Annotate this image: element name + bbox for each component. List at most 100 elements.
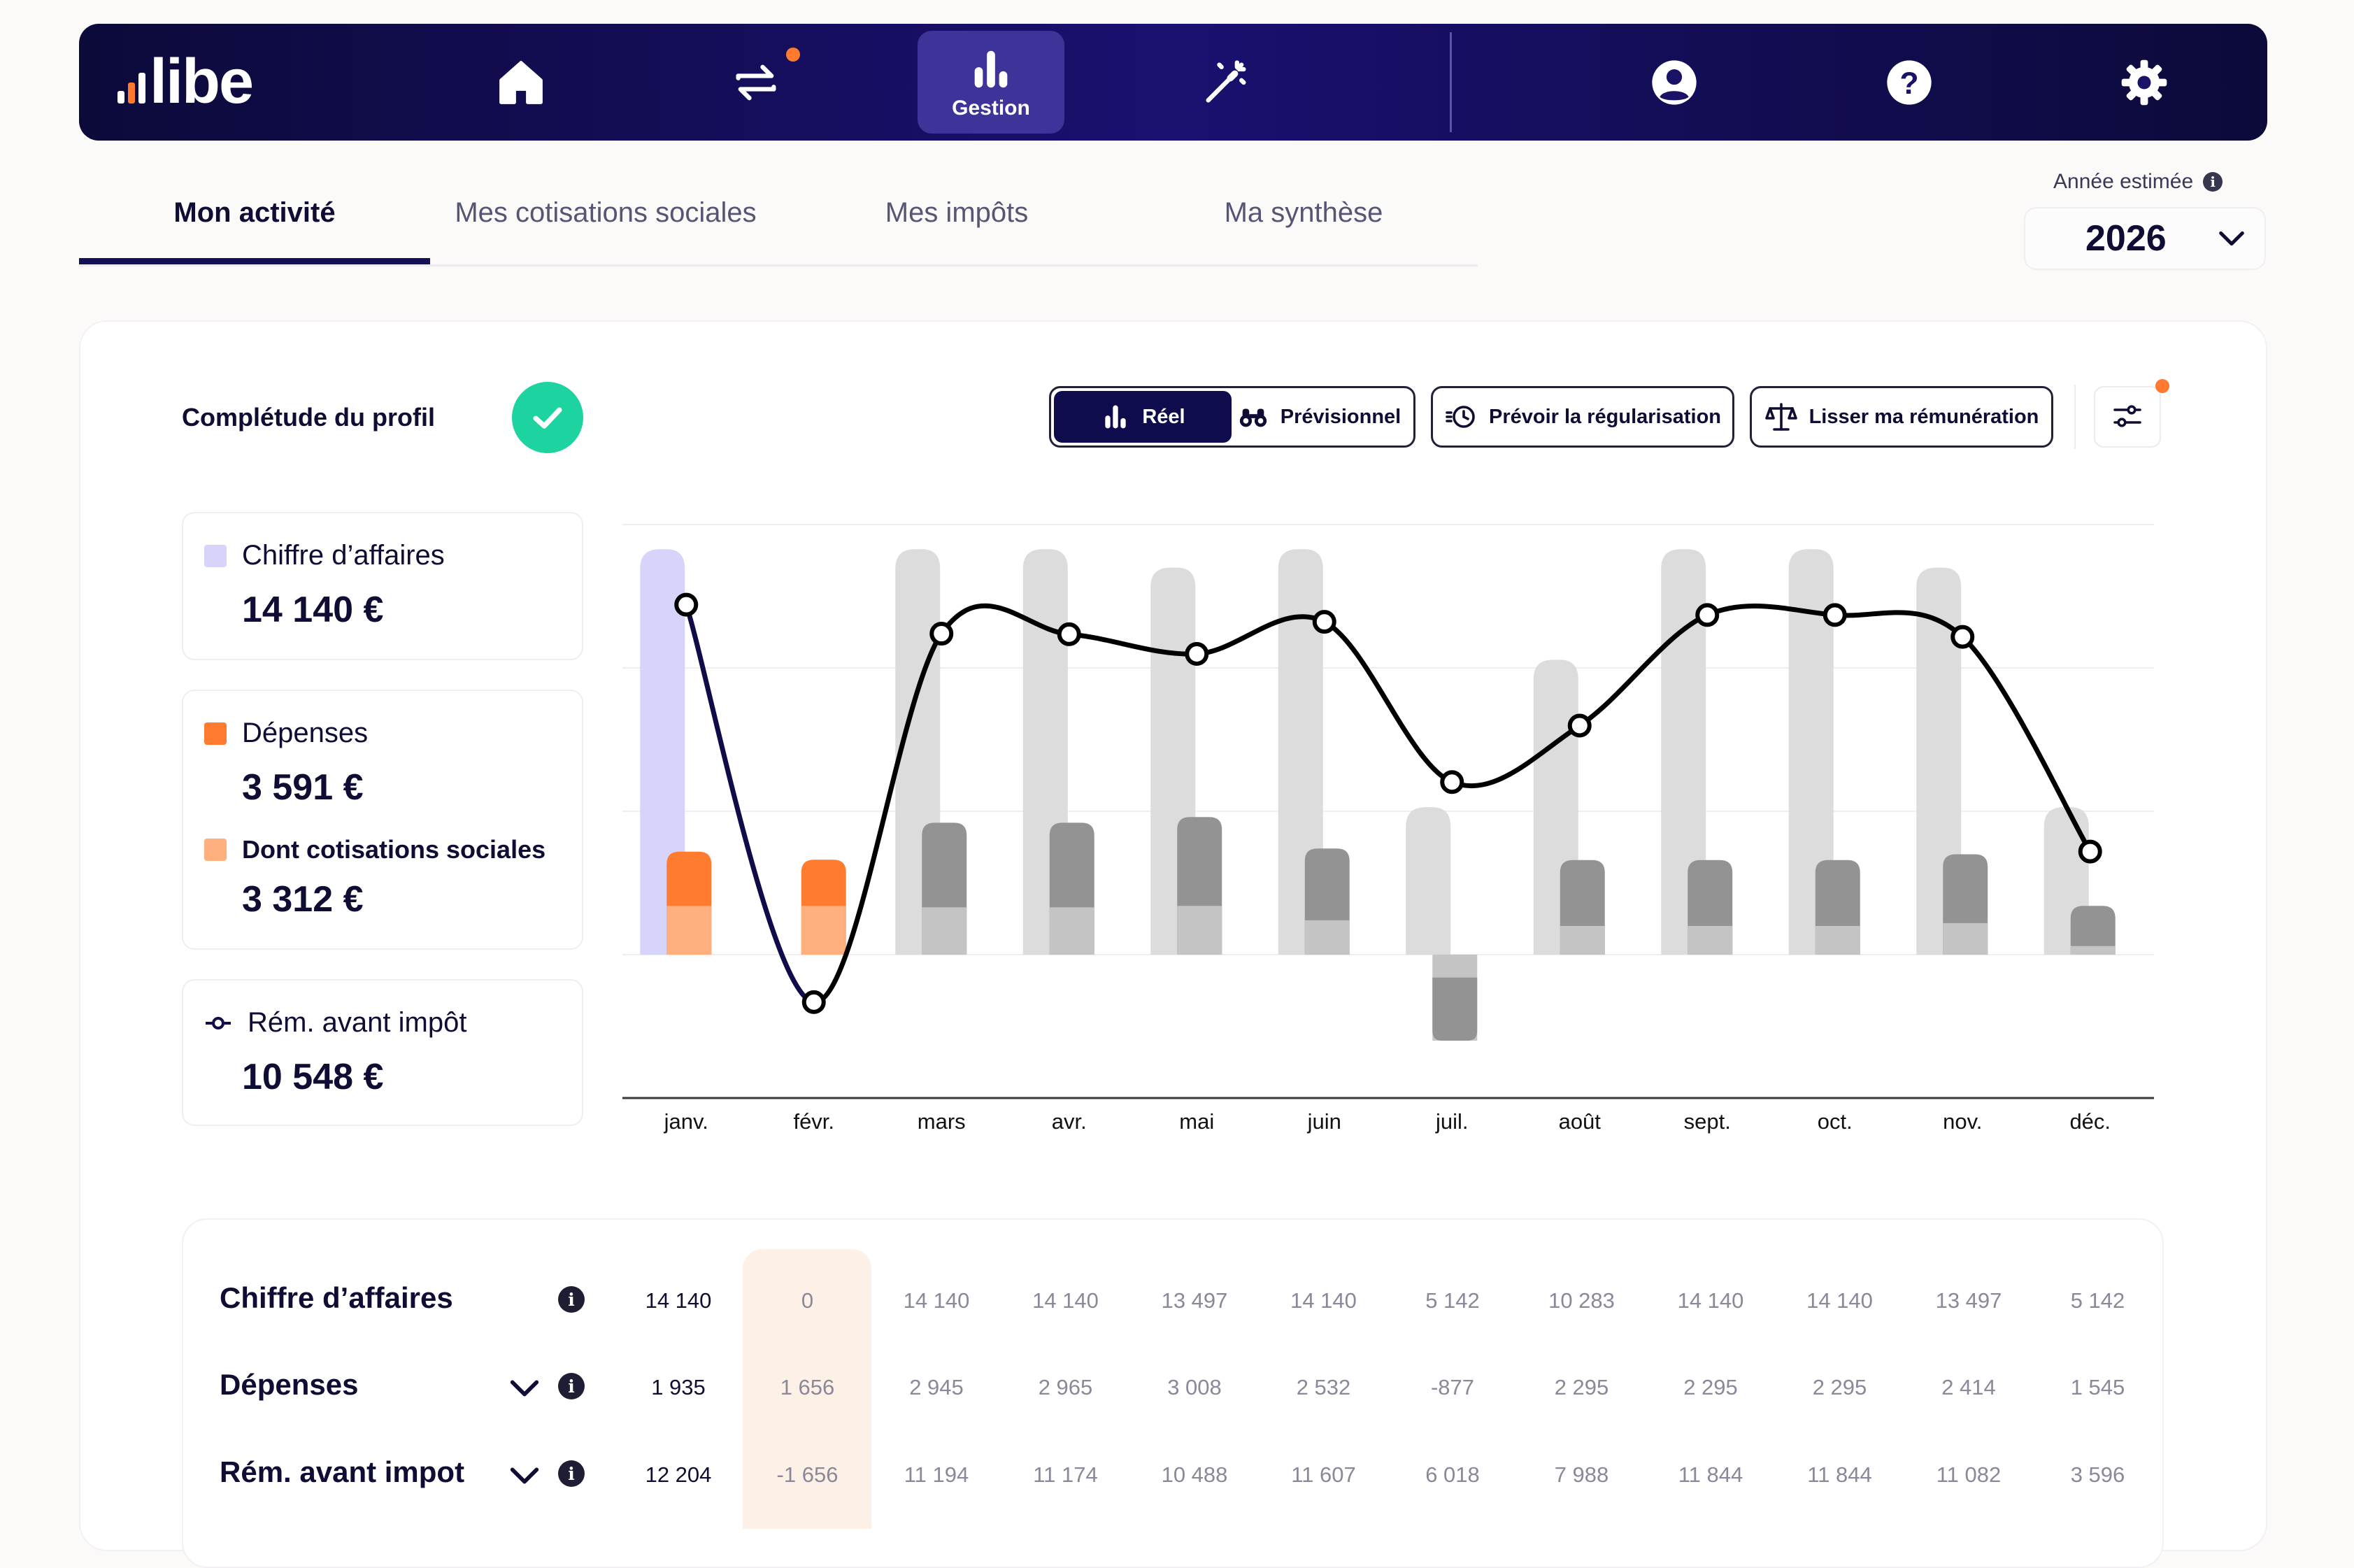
info-icon[interactable]: i bbox=[558, 1460, 585, 1487]
revenue-bar bbox=[1788, 549, 1834, 955]
nav-gestion[interactable]: Gestion bbox=[918, 31, 1064, 134]
cotisation-bar bbox=[1560, 926, 1605, 955]
chevron-down-icon[interactable] bbox=[506, 1370, 543, 1406]
table-cell: 11 082 bbox=[1936, 1462, 2002, 1487]
filter-settings-button[interactable] bbox=[2094, 379, 2169, 448]
table-cell: 2 414 bbox=[1941, 1375, 1996, 1399]
clock-forward-icon bbox=[1446, 406, 1475, 428]
brand-name: libe bbox=[150, 47, 254, 117]
remuneration-point bbox=[1950, 625, 1975, 649]
view-mode-toggle: Réel Prévisionnel bbox=[1049, 386, 1415, 448]
year-select[interactable]: 2026 bbox=[2024, 207, 2266, 270]
table-cell: 14 140 bbox=[903, 1288, 970, 1313]
depenses-swatch bbox=[204, 722, 227, 745]
lisser-label: Lisser ma rémunération bbox=[1809, 405, 2039, 428]
tab-mon-activite[interactable]: Mon activité bbox=[79, 161, 430, 264]
legend-remuneration: Rém. avant impôt 10 548 € bbox=[182, 979, 583, 1126]
remuneration-point bbox=[801, 990, 826, 1014]
regularisation-label: Prévoir la régularisation bbox=[1488, 405, 1721, 428]
bar-chart-icon bbox=[1105, 405, 1127, 429]
nav-transfers[interactable] bbox=[683, 31, 829, 134]
monthly-table bbox=[182, 1218, 2164, 1568]
nav-wizard[interactable] bbox=[1153, 31, 1299, 134]
legend-ca-row: Chiffre d’affaires bbox=[204, 540, 445, 571]
reel-label: Réel bbox=[1142, 405, 1185, 428]
table-cell: -1 656 bbox=[776, 1462, 839, 1487]
remuneration-point bbox=[674, 592, 699, 617]
brand-logo[interactable]: libe bbox=[117, 24, 254, 141]
profile-complete-check-icon bbox=[512, 382, 583, 453]
balance-scale-icon bbox=[1764, 403, 1797, 431]
tab-ma-synthese[interactable]: Ma synthèse bbox=[1224, 197, 1383, 228]
legend-cotisations-row: Dont cotisations sociales bbox=[204, 835, 545, 864]
cotisation-bar bbox=[801, 906, 846, 955]
info-icon[interactable]: i bbox=[558, 1373, 585, 1399]
x-tick-label: avr. bbox=[1052, 1109, 1087, 1134]
sliders-icon bbox=[2113, 405, 2141, 427]
table-cell: 14 140 bbox=[1032, 1288, 1099, 1313]
x-tick-label: nov. bbox=[1943, 1109, 1982, 1134]
bar-chart-icon bbox=[974, 50, 1008, 87]
table-cell: 13 497 bbox=[1935, 1288, 2002, 1313]
info-icon[interactable]: i bbox=[2203, 172, 2223, 192]
cotisation-bar bbox=[922, 907, 967, 955]
table-cell: 11 844 bbox=[1807, 1462, 1872, 1487]
table-row-label: Dépenses bbox=[220, 1368, 359, 1401]
cotisation-bar bbox=[1943, 922, 1988, 955]
table-cell: -877 bbox=[1430, 1375, 1475, 1399]
info-icon[interactable]: i bbox=[558, 1286, 585, 1313]
table-cell: 3 596 bbox=[2070, 1462, 2125, 1487]
legend-cotisations-label: Dont cotisations sociales bbox=[242, 835, 546, 864]
remuneration-point bbox=[1822, 603, 1847, 627]
nav-home[interactable] bbox=[448, 31, 594, 134]
table-cell: 2 295 bbox=[1683, 1375, 1738, 1399]
legend-depenses: Dépenses 3 591 € Dont cotisations social… bbox=[182, 690, 583, 950]
magic-wand-icon bbox=[1206, 59, 1246, 102]
remuneration-point bbox=[1440, 770, 1464, 794]
home-icon bbox=[499, 60, 543, 104]
table-cell: 2 295 bbox=[1554, 1375, 1609, 1399]
remuneration-point bbox=[1057, 622, 1081, 646]
question-circle-icon: ? bbox=[1887, 59, 1932, 105]
remuneration-point bbox=[1185, 641, 1209, 666]
legend-rem-row: Rém. avant impôt bbox=[204, 1007, 466, 1039]
table-cell: 10 488 bbox=[1161, 1462, 1228, 1487]
gear-icon bbox=[2121, 59, 2167, 105]
table-cell: 5 142 bbox=[2070, 1288, 2125, 1313]
nav-separator bbox=[1450, 32, 1452, 132]
nav-account[interactable] bbox=[1601, 31, 1748, 134]
cotisation-bar bbox=[1815, 926, 1860, 955]
previsionnel-button[interactable]: Prévisionnel bbox=[1232, 391, 1406, 443]
table-cell: 14 140 bbox=[1806, 1288, 1873, 1313]
tab-mes-impots[interactable]: Mes impôts bbox=[885, 197, 1029, 228]
remuneration-point bbox=[2078, 839, 2102, 864]
cotisation-bar bbox=[2070, 946, 2116, 955]
tab-mes-cotisations[interactable]: Mes cotisations sociales bbox=[455, 197, 757, 228]
svg-text:?: ? bbox=[1899, 66, 1918, 100]
table-cell: 10 283 bbox=[1548, 1288, 1615, 1313]
toolbar-separator bbox=[2074, 385, 2076, 449]
cotisation-bar bbox=[666, 906, 712, 955]
x-tick-label: sept. bbox=[1684, 1109, 1731, 1134]
nav-help[interactable]: ? bbox=[1836, 31, 1983, 134]
x-tick-label: déc. bbox=[2069, 1109, 2111, 1134]
regularisation-button[interactable]: Prévoir la régularisation bbox=[1431, 386, 1734, 448]
x-tick-label: mai bbox=[1179, 1109, 1214, 1134]
table-cell: 1 656 bbox=[780, 1375, 835, 1399]
ca-swatch bbox=[204, 544, 227, 567]
remuneration-line-segment bbox=[683, 604, 815, 1005]
lisser-remuneration-button[interactable]: Lisser ma rémunération bbox=[1750, 386, 2053, 448]
nav-settings[interactable] bbox=[2071, 31, 2218, 134]
legend-ca-label: Chiffre d’affaires bbox=[242, 540, 445, 571]
year-value: 2026 bbox=[2085, 218, 2167, 259]
cotisation-bar bbox=[1688, 926, 1733, 955]
remuneration-point bbox=[1695, 603, 1720, 627]
x-tick-label: janv. bbox=[664, 1109, 708, 1134]
chevron-down-icon[interactable] bbox=[506, 1457, 543, 1494]
x-tick-label: août bbox=[1559, 1109, 1602, 1134]
logo-bars-icon bbox=[117, 62, 145, 104]
legend-depenses-label: Dépenses bbox=[242, 718, 369, 748]
reel-button[interactable]: Réel bbox=[1054, 391, 1232, 443]
legend-depenses-value: 3 591 € bbox=[242, 767, 364, 808]
cotisation-bar bbox=[1177, 906, 1222, 955]
